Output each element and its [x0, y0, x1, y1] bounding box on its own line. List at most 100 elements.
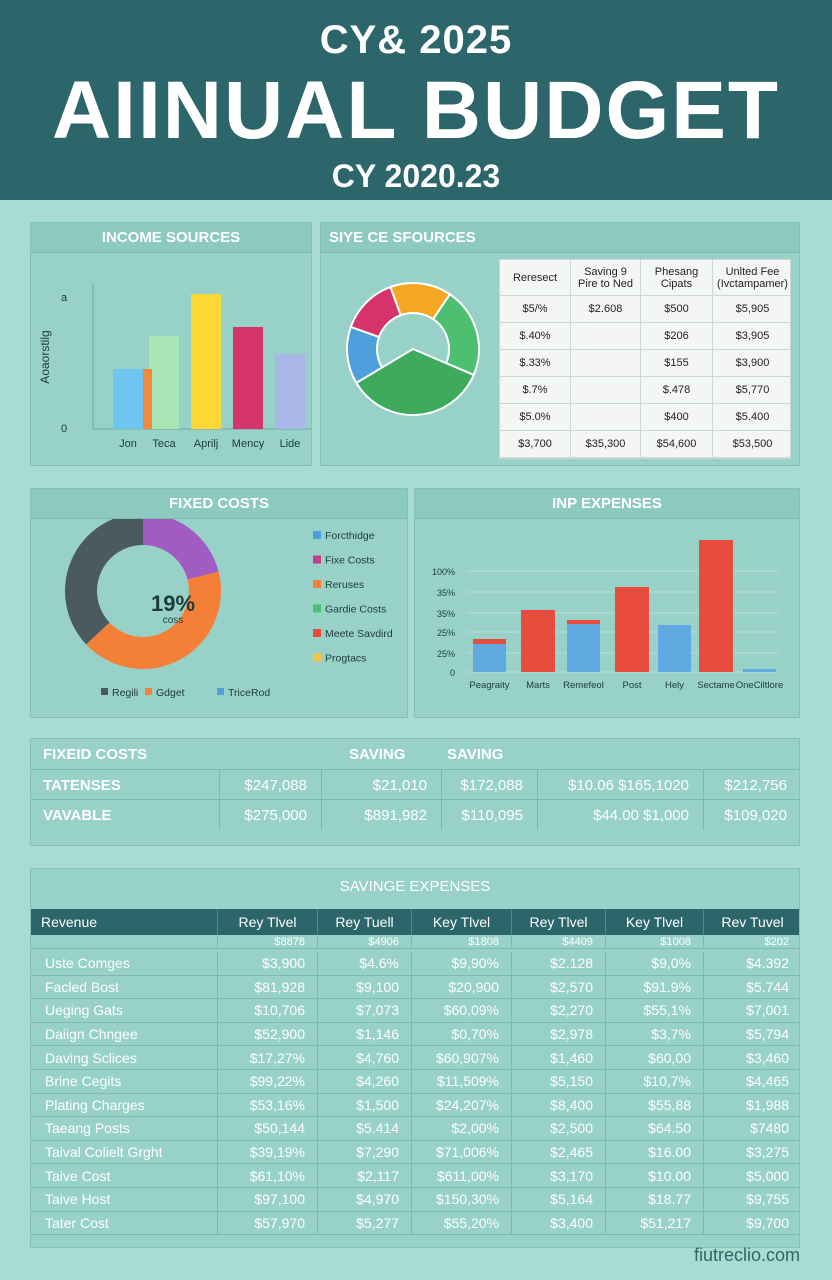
column-header: Rev Tuvel: [703, 909, 801, 935]
table-cell: $.40%: [519, 330, 551, 342]
table-cell: $5,794: [703, 1022, 801, 1046]
table-cell: $1808: [411, 935, 511, 948]
header-banner: CY& 2025 AIINUAL BUDGET CY 2020.23: [0, 0, 832, 200]
sources-pie-chart: [346, 282, 480, 416]
table-cell: [31, 935, 217, 948]
table-cell: $8878: [217, 935, 317, 948]
income-xtick: Aprilj: [194, 438, 218, 450]
table-cell: $2,117: [317, 1164, 411, 1187]
fixed-donut-slice: [143, 519, 219, 580]
table-cell: $39,19%: [217, 1140, 317, 1164]
table-cell: $1,460: [511, 1046, 605, 1069]
expenses-bar-red: [521, 610, 555, 672]
table-cell: $1,988: [703, 1093, 801, 1117]
expenses-bar-chart: 100% 35% 35% 25% 25% 0 Peagraity Marts Remefeol P…: [432, 540, 783, 691]
table-cell: $5,000: [703, 1164, 801, 1187]
table-cell: $0,70%: [411, 1022, 511, 1046]
table-cell: $17,27%: [217, 1046, 317, 1069]
table-cell: $5.744: [703, 975, 801, 999]
expenses-title: INP EXPENSES: [415, 489, 799, 519]
table-cell: $51,217: [605, 1211, 703, 1235]
sources-panel: SIYE CE SFOURCES Reresect Saving 9 Pire t…: [320, 222, 800, 466]
table-cell: $3,905: [712, 323, 792, 349]
table-cell: $10.06 $165,1020: [537, 770, 703, 800]
legend-label: Forcthidge: [325, 530, 375, 542]
income-xtick: Mency: [232, 438, 265, 450]
table-row: TATENSES $247,088 $21,010 $172,088 $10.06 $1…: [31, 769, 799, 800]
income-bar: [233, 327, 263, 429]
summary-header-fixed: FIXEID COSTS: [43, 745, 148, 763]
income-bar: [149, 336, 179, 429]
table-cell: $3,7%: [605, 1022, 703, 1046]
legend-swatch: [101, 688, 108, 695]
legend-label: Gardie Costs: [325, 604, 386, 616]
table-cell: Unlted Fee (Ivctampamer): [712, 260, 792, 295]
table-cell: $3,400: [511, 1211, 605, 1235]
table-cell: Tater Cost: [45, 1214, 109, 1231]
sources-table-header: Reresect Saving 9 Pire to Ned Phesang Cipa…: [500, 260, 790, 296]
table-cell: $4.6%: [317, 952, 411, 975]
table-cell: Taive Host: [45, 1191, 111, 1208]
column-header: Rey Tuell: [317, 909, 411, 935]
table-cell: $202: [703, 935, 801, 948]
header-cy: CY 2020.23: [331, 158, 501, 194]
table-cell: $55,88: [605, 1093, 703, 1117]
table-cell: Daiign Chngee: [45, 1026, 138, 1043]
table-cell: $5,164: [511, 1188, 605, 1211]
legend-label: Progtacs: [325, 653, 366, 665]
table-cell: Plating Charges: [45, 1096, 145, 1113]
table-row: VAVABLE $275,000 $891,982 $110,095 $44.00 $1…: [31, 799, 799, 830]
table-cell: $35,300: [570, 431, 640, 457]
income-bar: [113, 369, 143, 429]
table-cell: $5.400: [712, 404, 792, 430]
legend-label: Fixe Costs: [325, 555, 375, 567]
fixed-costs-panel: FIXED COSTS Forcthidge Fixe Costs Reruses G…: [30, 488, 408, 718]
table-cell: $11,509%: [411, 1070, 511, 1093]
table-cell: [570, 350, 640, 376]
donut-center-label: coss: [162, 615, 184, 626]
income-ytick: 0: [61, 423, 67, 435]
table-cell: $9,700: [703, 1211, 801, 1235]
table-cell: Taival Colielt Grght: [45, 1144, 163, 1161]
table-cell: $8,400: [511, 1093, 605, 1117]
legend-label: Meete Savdird: [325, 628, 393, 640]
table-cell: $64.50: [605, 1117, 703, 1140]
sources-title: SIYE CE SFOURCES: [321, 223, 799, 253]
expenses-bar-blue: [658, 625, 691, 672]
table-cell: $4409: [511, 935, 605, 948]
table-cell: $3,275: [703, 1140, 801, 1164]
expenses-bar-red: [615, 587, 649, 672]
table-cell: Phesang Cipats: [640, 260, 712, 295]
table-cell: $3,170: [511, 1164, 605, 1187]
table-cell: $50,144: [217, 1117, 317, 1140]
fixed-costs-title: FIXED COSTS: [31, 489, 407, 519]
table-cell: $110,095: [441, 800, 537, 830]
expenses-ytick: 25%: [437, 628, 455, 638]
table-cell: $2.128: [511, 952, 605, 975]
table-cell: $.7%: [522, 384, 548, 396]
table-cell: $275,000: [219, 800, 321, 830]
table-cell: $7,001: [703, 999, 801, 1022]
table-cell: $18.77: [605, 1188, 703, 1211]
sources-table: Reresect Saving 9 Pire to Ned Phesang Cipa…: [499, 259, 791, 459]
table-row: Facled Bost $81,928 $9,100 $20,900 $2,570 $91…: [31, 975, 801, 1000]
table-cell: Daving Sclices: [45, 1049, 137, 1066]
column-header: Key Tlvel: [411, 909, 511, 935]
table-cell: TATENSES: [43, 776, 121, 794]
table-cell: $9,100: [317, 975, 411, 999]
table-cell: $20,900: [411, 975, 511, 999]
table-row: Ueging Gats $10,706 $7,073 $60,09% $2,270 $55…: [31, 999, 799, 1023]
table-cell: $611,00%: [411, 1164, 511, 1187]
table-row: Taive Host $97,100 $4,970 $150,30% $5,164 $18…: [31, 1188, 799, 1212]
table-cell: $155: [640, 350, 712, 376]
expenses-bar-blue: [473, 644, 506, 672]
table-cell: $247,088: [219, 770, 321, 800]
table-cell: $3,900: [712, 350, 792, 376]
table-cell: $99,22%: [217, 1070, 317, 1093]
table-cell: $5.414: [317, 1117, 411, 1140]
table-cell: $5,905: [712, 296, 792, 322]
table-cell: $71,006%: [411, 1140, 511, 1164]
table-cell: $1008: [605, 935, 703, 948]
legend-swatch: [313, 580, 321, 588]
legend-swatch: [145, 688, 152, 695]
